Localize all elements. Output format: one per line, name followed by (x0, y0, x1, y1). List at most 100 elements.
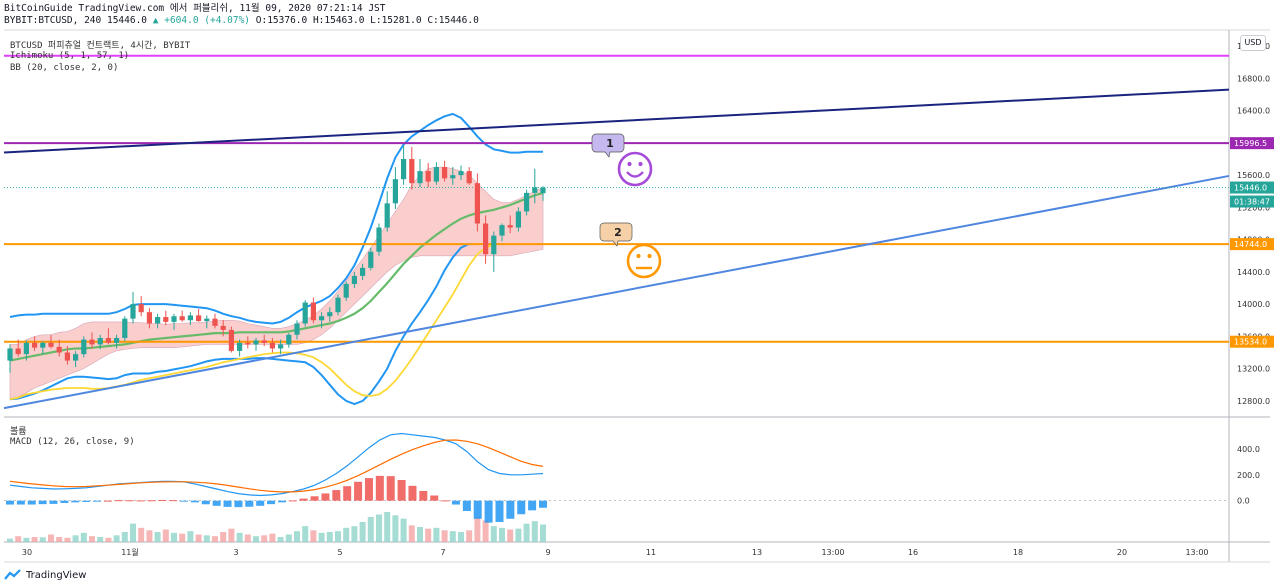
macd-histogram-bar (495, 500, 504, 522)
macd-histogram-bar (343, 486, 352, 501)
macd-histogram-bar (169, 500, 178, 502)
volume-bar (187, 531, 194, 542)
volume-bar (195, 534, 202, 542)
candle-body (507, 225, 513, 228)
price-tick-label: 15200.0 (1237, 203, 1270, 212)
candle-body (40, 342, 46, 348)
volume-bar (318, 532, 325, 542)
macd-histogram-bar (114, 500, 123, 502)
time-tick-label: 13 (752, 548, 762, 557)
macd-histogram-bar (180, 500, 189, 502)
macd-tick-label: 0.0 (1237, 497, 1250, 506)
volume-bar (310, 530, 317, 542)
macd-histogram-bar (147, 500, 156, 502)
price-label-box (1230, 137, 1274, 150)
volume-bar (113, 535, 120, 542)
price-label-text: 01:38:47 (1234, 198, 1270, 207)
volume-bar (212, 536, 218, 542)
macd-histogram-bar (332, 490, 341, 501)
macd-histogram-bar (103, 500, 112, 502)
candle-body (466, 171, 472, 184)
macd-histogram-bar (451, 500, 460, 505)
time-tick-label: 16 (908, 548, 918, 557)
volume-bar (31, 537, 38, 542)
volume-bar (228, 528, 235, 542)
price-tick-label: 12800.0 (1237, 397, 1270, 406)
macd-histogram-bar (299, 498, 308, 501)
candle-body (319, 316, 325, 321)
macd-histogram-bar (158, 500, 167, 502)
navy-channel-trendline (3, 88, 1230, 154)
up-arrow-icon: ▲ (152, 15, 159, 26)
volume-bar (80, 532, 87, 542)
price-tick-label: 16800.0 (1237, 74, 1270, 83)
candle-body (15, 348, 21, 355)
candle-body (97, 337, 103, 345)
candle-body (450, 175, 456, 179)
volume-bar (39, 537, 46, 542)
volume-bar (64, 537, 71, 542)
volume-bar (121, 532, 128, 542)
price-tick-label: 15600.0 (1237, 171, 1270, 180)
bollinger-upper-line (9, 112, 543, 325)
macd-histogram-bar (484, 500, 493, 523)
volume-bar (326, 532, 333, 542)
volume-bar (400, 518, 407, 542)
candle-body (89, 339, 95, 345)
macd-legend[interactable]: MACD (12, 26, close, 9) (10, 437, 135, 447)
candle-body (245, 342, 251, 345)
kijun-line (9, 191, 544, 362)
candle-body (532, 187, 538, 193)
candle-body (138, 304, 144, 313)
annotation-2-bubble (599, 222, 633, 247)
volume-bar (474, 517, 481, 542)
candle-body (56, 346, 62, 353)
macd-histogram-bar (473, 500, 482, 519)
annotation-2-label: 2 (614, 226, 622, 239)
candle-body (327, 312, 333, 317)
volume-bar (302, 526, 309, 542)
price-label-box (1230, 181, 1274, 194)
candle-body (7, 348, 13, 361)
time-tick-label: 13:00 (821, 548, 844, 557)
candle-body (171, 316, 177, 322)
candle-body (433, 167, 439, 182)
volume-bar (458, 532, 464, 542)
time-tick-label: 18 (1013, 548, 1023, 557)
annotation-1-eye (627, 161, 632, 167)
volume-bar (392, 515, 399, 542)
volume-bar (384, 512, 391, 542)
tradingview-footer[interactable]: TradingView (4, 569, 86, 581)
time-tick-label: 30 (22, 548, 32, 557)
candle-body (483, 223, 489, 255)
currency-button[interactable]: USD (1240, 35, 1266, 51)
chart-title-legend[interactable]: BTCUSD 퍼피츄얼 컨트랙트, 4시간, BYBIT (10, 41, 191, 51)
macd-histogram-bar (419, 490, 428, 501)
candle-body (253, 340, 259, 345)
candle-body (81, 339, 87, 355)
annotation-1-face-icon (617, 151, 653, 187)
candle-body (310, 302, 316, 321)
bb-legend[interactable]: BB (20, close, 2, 0) (10, 63, 119, 73)
time-tick-label: 7 (440, 548, 445, 557)
macd-histogram-bar (397, 480, 406, 501)
ichimoku-legend[interactable]: Ichimoku (5, 1, 57, 1) (10, 51, 130, 61)
volume-bar (130, 523, 136, 542)
volume-legend[interactable]: 볼륨 (10, 427, 27, 437)
volume-bar (425, 528, 432, 542)
volume-bar (72, 535, 79, 542)
candle-body (130, 304, 136, 319)
candle-body (474, 183, 480, 224)
volume-bar (285, 534, 292, 542)
candle-body (458, 171, 464, 176)
time-tick-label: 5 (337, 548, 342, 557)
candle-body (163, 317, 169, 322)
volume-bar (15, 536, 22, 542)
volume-bar (523, 523, 530, 542)
candle-body (105, 337, 111, 343)
macd-histogram-bar (136, 500, 145, 502)
candle-body (515, 211, 521, 228)
macd-histogram-bar (234, 500, 243, 508)
candle-body (442, 167, 448, 179)
